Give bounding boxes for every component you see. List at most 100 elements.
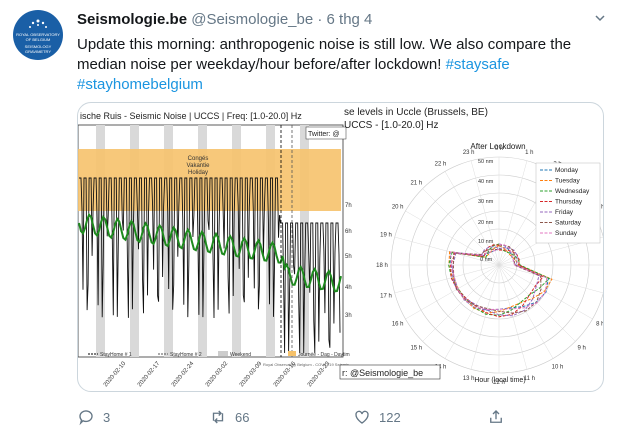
tweet-text: Update this morning: anthropogenic noise… — [77, 35, 602, 95]
series-line — [449, 243, 548, 311]
reply-count: 3 — [103, 409, 111, 425]
tweet-media[interactable]: ische Ruis - Seismic Noise | UCCS | Freq… — [77, 102, 604, 392]
hour-label: 14 h — [435, 364, 447, 370]
polar-spoke — [470, 160, 500, 266]
legend-entry: Tuesday — [555, 178, 580, 185]
reply-button[interactable]: 3 — [77, 404, 110, 430]
hour-label: 17 h — [380, 293, 392, 299]
polar-spoke — [394, 236, 500, 266]
polar-spoke — [470, 264, 500, 370]
date-tick: 2020-02-17 — [137, 360, 162, 388]
polar-spoke — [444, 171, 500, 266]
polar-subtitle: After Lockdown — [470, 142, 525, 151]
y-tick: 4h — [345, 285, 352, 291]
legend-entry: Monday — [555, 167, 579, 174]
y-tick: 5h — [345, 254, 352, 260]
hour-label: 22 h — [435, 162, 447, 168]
polar-noise-chart: se levels in Uccle (Brussels, BE) UCCS -… — [339, 107, 603, 386]
hour-label: 21 h — [410, 180, 422, 186]
avatar-line: OF BELGIUM — [25, 37, 51, 42]
hour-label: 8 h — [596, 322, 603, 328]
median-trace — [78, 212, 342, 293]
avatar[interactable]: ROYAL OBSERVATORY OF BELGIUM SEISMOLOGY … — [13, 10, 63, 60]
polar-spoke — [498, 264, 576, 342]
heart-icon — [355, 410, 369, 424]
polar-legend-box — [535, 162, 601, 244]
right-chart-title: se levels in Uccle (Brussels, BE) — [344, 107, 488, 118]
hashtag-link[interactable]: #staysafe — [445, 56, 510, 73]
hour-label: 11 h — [524, 376, 535, 382]
date-tick: 2020-03-02 — [205, 360, 230, 388]
hour-label: 0 h — [495, 146, 503, 152]
polar-legend: Monday Tuesday Wednesday Thursday Friday Satu… — [540, 167, 590, 237]
noise-trace — [79, 177, 341, 354]
radial-labels: 50 nm 40 nm 30 nm 20 nm 10 nm 0 nm — [478, 159, 494, 263]
polar-spoke — [422, 264, 500, 342]
like-button[interactable]: 122 — [353, 404, 401, 430]
polar-spoke — [405, 264, 500, 320]
reply-icon — [79, 410, 93, 426]
avatar-line: ROYAL OBSERVATORY — [16, 32, 60, 37]
radial-label: 40 nm — [478, 179, 494, 185]
hour-label: 12 h — [493, 380, 505, 386]
legend-entry: Wednesday — [555, 188, 590, 195]
polar-spoke — [394, 264, 500, 294]
retweet-button[interactable]: 66 — [209, 404, 249, 430]
left-chart-title: ische Ruis - Seismic Noise | UCCS | Freq… — [80, 111, 302, 121]
tweet-date[interactable]: 6 thg 4 — [326, 11, 373, 28]
avatar-line: GRAVIMETRY — [24, 49, 52, 54]
legend-entry: Saturday — [555, 220, 582, 227]
polar-spoke — [422, 188, 500, 266]
legend-entry: Friday — [555, 209, 574, 216]
hour-label: 18 h — [376, 263, 388, 269]
legend-entry: StayHome # 2 — [170, 352, 202, 358]
radial-label: 20 nm — [478, 220, 494, 226]
share-button[interactable] — [487, 404, 505, 430]
hour-label: 9 h — [578, 346, 586, 352]
hour-label: 15 h — [410, 346, 422, 352]
date-tick: 2020-02-10 — [103, 360, 128, 388]
user-handle[interactable]: @Seismologie_be — [191, 11, 314, 28]
hour-label: 1 h — [525, 150, 533, 156]
holiday-label: Congés — [188, 156, 209, 162]
polar-series — [448, 243, 553, 318]
series-line — [451, 246, 540, 317]
observatory-logo-icon — [29, 19, 47, 28]
handle-box-label: r: @Seismologie_be — [342, 368, 423, 378]
legend-entry: Weekend — [230, 352, 251, 358]
hour-label: 13 h — [463, 376, 475, 382]
retweet-count: 66 — [235, 409, 250, 425]
twitter-box — [305, 126, 347, 140]
chevron-down-icon[interactable] — [594, 12, 606, 24]
hashtag-link[interactable]: #stayhomebelgium — [77, 76, 203, 93]
polar-xlabel: Hour (local time) — [474, 377, 525, 384]
seismic-noise-chart: ische Ruis - Seismic Noise | UCCS | Freq… — [78, 111, 352, 388]
hour-label: 16 h — [392, 322, 404, 328]
separator: · — [317, 11, 323, 28]
tweet-body: Update this morning: anthropogenic noise… — [77, 36, 572, 73]
hour-label: 19 h — [380, 233, 392, 239]
series-line — [452, 244, 542, 314]
footnote: Royal Observatory Belgium - COVID-19 Sei… — [263, 362, 349, 367]
tweet-actions: 3 66 122 — [77, 404, 602, 434]
retweet-icon — [212, 410, 224, 424]
holiday-label: Vakantie — [187, 163, 211, 169]
holiday-label: Holiday — [188, 170, 208, 176]
date-tick: 2020-03-09 — [239, 360, 264, 388]
legend-entry: Sunday — [555, 230, 578, 237]
right-chart-subtitle: UCCS - [1.0-20.0] Hz — [344, 120, 438, 131]
share-icon — [490, 410, 502, 423]
avatar-line: SEISMOLOGY — [24, 44, 52, 49]
hour-label: 10 h — [552, 364, 564, 370]
hour-label: 23 h — [463, 150, 475, 156]
y-tick: 7h — [345, 203, 352, 209]
radial-label: 50 nm — [478, 159, 494, 165]
twitter-box-label: Twitter: @ — [308, 131, 340, 138]
display-name[interactable]: Seismologie.be — [77, 11, 188, 28]
legend-entry: StayHome # 1 — [100, 352, 132, 358]
polar-spoke — [444, 264, 500, 359]
radial-label: 10 nm — [478, 239, 494, 245]
polar-spoke — [498, 264, 554, 359]
legend-entry: Journée - Dag - Daytim — [298, 352, 350, 358]
date-tick: 2020-02-24 — [171, 360, 196, 388]
